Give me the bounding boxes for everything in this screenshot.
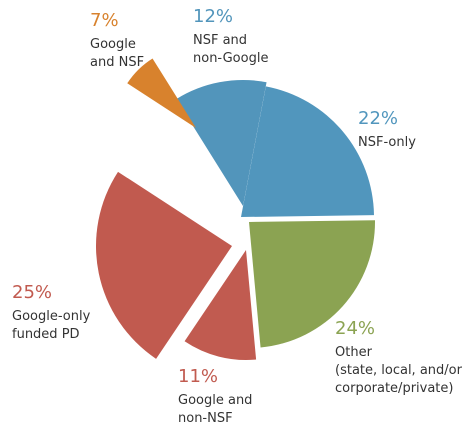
value-label: 12%	[193, 6, 233, 27]
pie-slice	[241, 86, 374, 217]
slice-label: and NSF	[90, 55, 144, 70]
value-label: 24%	[335, 318, 375, 339]
value-label: 25%	[12, 282, 52, 303]
slice-label: Google-only	[12, 309, 91, 324]
slice-label: Other	[335, 345, 373, 360]
slice-label: funded PD	[12, 327, 80, 342]
value-label: 22%	[358, 108, 398, 129]
slice-label: non-Google	[193, 51, 268, 66]
pie-slice	[184, 250, 257, 360]
slice-label: corporate/private)	[335, 381, 453, 396]
pie-slice	[176, 80, 267, 206]
pie-slice	[127, 58, 196, 129]
slice-label: NSF and	[193, 33, 247, 48]
slice-label: NSF-only	[358, 135, 416, 150]
slice-label: Google	[90, 37, 136, 52]
value-label: 11%	[178, 366, 218, 387]
slice-label: non-NSF	[178, 411, 233, 426]
slice-label: (state, local, and/or	[335, 363, 463, 378]
value-label: 7%	[90, 10, 119, 31]
slice-label: Google and	[178, 393, 252, 408]
pie-slice	[249, 220, 375, 348]
pie-slice	[95, 171, 232, 359]
